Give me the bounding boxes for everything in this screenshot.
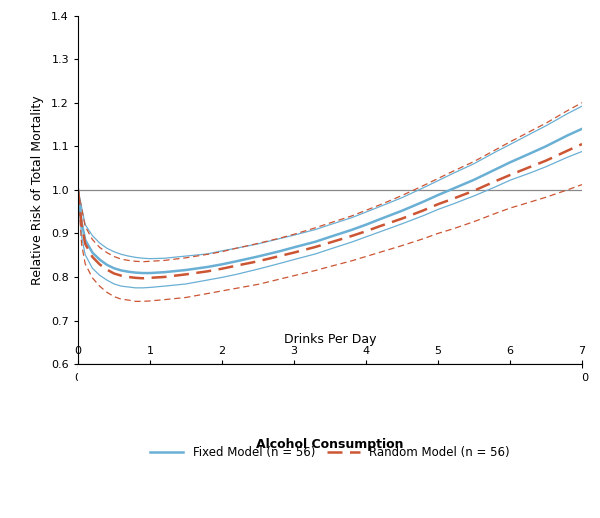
X-axis label: Drinks Per Day: Drinks Per Day xyxy=(284,333,376,346)
Legend: Fixed Model (n = 56), Random Model (n = 56): Fixed Model (n = 56), Random Model (n = … xyxy=(145,441,515,464)
Text: Alcohol Consumption: Alcohol Consumption xyxy=(256,438,404,451)
X-axis label: g/d: g/d xyxy=(320,387,340,400)
Y-axis label: Relative Risk of Total Mortality: Relative Risk of Total Mortality xyxy=(31,95,44,284)
